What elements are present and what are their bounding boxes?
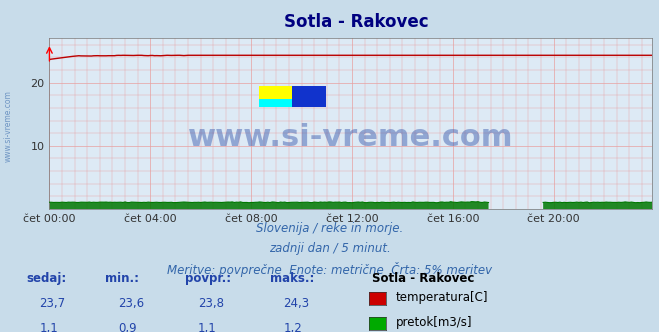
Text: povpr.:: povpr.: [185,272,231,285]
Text: zadnji dan / 5 minut.: zadnji dan / 5 minut. [269,242,390,255]
Text: pretok[m3/s]: pretok[m3/s] [395,315,472,329]
Text: temperatura[C]: temperatura[C] [395,290,488,304]
Text: Sotla - Rakovec: Sotla - Rakovec [283,13,428,31]
Text: 23,6: 23,6 [119,297,145,310]
FancyBboxPatch shape [293,86,326,107]
Text: 1,1: 1,1 [40,322,58,332]
FancyBboxPatch shape [259,86,293,100]
Text: www.si-vreme.com: www.si-vreme.com [3,90,13,162]
Text: Meritve: povprečne  Enote: metrične  Črta: 5% meritev: Meritve: povprečne Enote: metrične Črta:… [167,262,492,277]
Text: maks.:: maks.: [270,272,314,285]
Text: 24,3: 24,3 [283,297,310,310]
Text: www.si-vreme.com: www.si-vreme.com [188,123,513,152]
Text: 23,8: 23,8 [198,297,223,310]
Text: Slovenija / reke in morje.: Slovenija / reke in morje. [256,222,403,235]
Text: min.:: min.: [105,272,140,285]
Text: 0,9: 0,9 [119,322,137,332]
Text: 1,2: 1,2 [283,322,302,332]
Text: Sotla - Rakovec: Sotla - Rakovec [372,272,474,285]
FancyBboxPatch shape [259,99,293,107]
Text: 1,1: 1,1 [198,322,216,332]
Text: 23,7: 23,7 [40,297,66,310]
Text: sedaj:: sedaj: [26,272,67,285]
